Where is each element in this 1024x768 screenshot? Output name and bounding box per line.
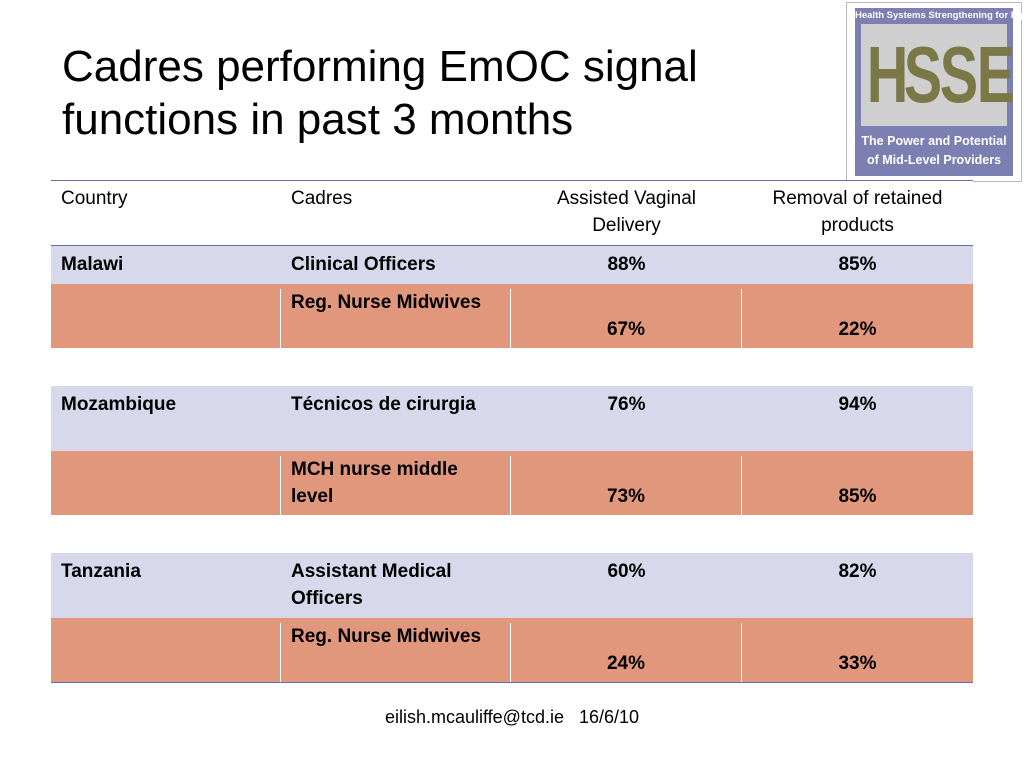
table-row-malawi-reg-nurse-midwives: Reg. Nurse Midwives 67% 22% bbox=[51, 284, 973, 348]
country-cell-empty bbox=[51, 456, 281, 515]
avd-cell: 24% bbox=[511, 623, 742, 682]
logo-letters: H S S E bbox=[861, 24, 1015, 126]
country-cell-empty bbox=[51, 289, 281, 348]
header-removal-of-retained-products: Removal of retained products bbox=[772, 188, 943, 236]
country-cell: Malawi bbox=[61, 254, 124, 275]
table-row-tanzania-assistant-medical-officers: Tanzania Assistant Medical Officers 60% … bbox=[51, 553, 973, 618]
logo-subtitle-line-1: The Power and Potential bbox=[861, 134, 1007, 148]
avd-cell: 88% bbox=[607, 254, 646, 275]
logo-top-text: Health Systems Strengthening for Equity bbox=[855, 10, 1024, 21]
emoc-cadres-table: Country Cadres Assisted Vaginal Delivery… bbox=[51, 180, 973, 683]
header-country: Country bbox=[61, 188, 128, 209]
rrp-cell: 82% bbox=[838, 561, 877, 582]
slide-title-line-1: Cadres performing EmOC signal bbox=[62, 42, 698, 91]
table-row-tanzania-reg-nurse-midwives: Reg. Nurse Midwives 24% 33% bbox=[51, 618, 973, 682]
cadre-cell: Técnicos de cirurgia bbox=[291, 394, 476, 415]
table-top-rule bbox=[51, 180, 973, 181]
rrp-cell: 85% bbox=[838, 486, 877, 507]
logo-letter-s1: S bbox=[903, 30, 942, 119]
footer-date: 16/6/10 bbox=[578, 707, 640, 727]
logo-letter-s2: S bbox=[940, 30, 979, 119]
group-spacer bbox=[51, 515, 973, 553]
slide-title: Cadres performing EmOC signal functions … bbox=[62, 40, 832, 146]
table-header-row: Country Cadres Assisted Vaginal Delivery… bbox=[51, 181, 973, 245]
slide-title-line-2: functions in past 3 months bbox=[62, 95, 574, 144]
logo-subtitle: The Power and Potential of Mid-Level Pro… bbox=[855, 132, 1013, 170]
cadre-cell: Assistant Medical Officers bbox=[291, 561, 452, 609]
cadre-cell: Reg. Nurse Midwives bbox=[281, 623, 511, 682]
footer-email: eilish.mcauliffe@tcd.ie bbox=[384, 707, 564, 727]
country-cell: Tanzania bbox=[61, 561, 141, 582]
table-row-malawi-clinical-officers: Malawi Clinical Officers 88% 85% bbox=[51, 246, 973, 284]
header-assisted-vaginal-delivery: Assisted Vaginal Delivery bbox=[556, 188, 697, 236]
avd-cell: 76% bbox=[607, 394, 646, 415]
hsse-logo: Health Systems Strengthening for Equity … bbox=[846, 2, 1024, 182]
logo-subtitle-line-2: of Mid-Level Providers bbox=[866, 153, 1002, 167]
group-spacer bbox=[51, 348, 973, 386]
country-cell-empty bbox=[51, 623, 281, 682]
table-row-mozambique-mch-nurse: MCH nurse middle level 73% 85% bbox=[51, 451, 973, 515]
header-cadres: Cadres bbox=[291, 188, 353, 209]
rrp-cell: 22% bbox=[838, 319, 877, 340]
header-rule bbox=[51, 245, 973, 246]
table-row-mozambique-tecnicos-de-cirurgia: Mozambique Técnicos de cirurgia 76% 94% bbox=[51, 386, 973, 451]
table-bottom-rule bbox=[51, 682, 973, 683]
rrp-cell: 94% bbox=[838, 394, 877, 415]
rrp-cell: 33% bbox=[838, 653, 877, 674]
cadre-cell: Clinical Officers bbox=[291, 254, 436, 275]
slide-footer: eilish.mcauliffe@tcd.ie 16/6/10 bbox=[0, 707, 1024, 728]
hsse-logo-panel: Health Systems Strengthening for Equity … bbox=[855, 8, 1024, 176]
country-cell: Mozambique bbox=[61, 394, 177, 415]
avd-cell: 67% bbox=[511, 289, 742, 348]
cadre-cell: MCH nurse middle level bbox=[281, 456, 511, 515]
avd-cell: 73% bbox=[511, 456, 742, 515]
logo-letter-h: H bbox=[867, 30, 909, 119]
rrp-cell: 85% bbox=[838, 254, 877, 275]
logo-letter-e: E bbox=[976, 30, 1015, 119]
avd-cell: 60% bbox=[607, 561, 646, 582]
cadre-cell: Reg. Nurse Midwives bbox=[281, 289, 511, 348]
